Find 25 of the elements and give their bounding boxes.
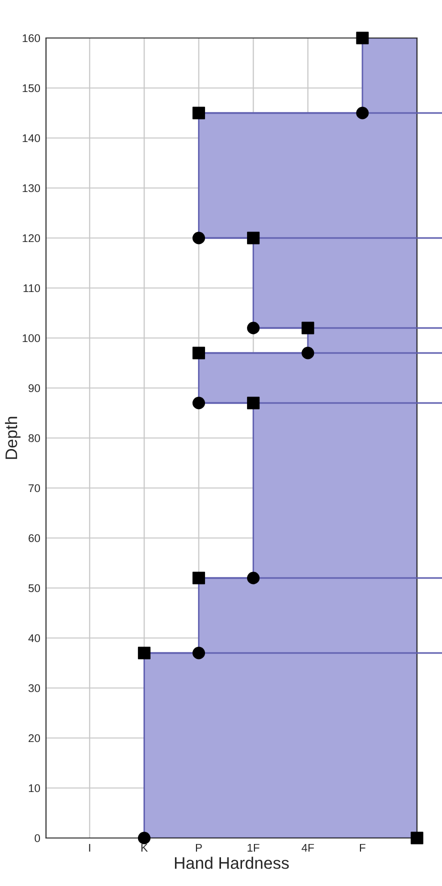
y-tick-label: 120 [22,234,40,242]
y-tick-label: 150 [22,84,40,92]
y-tick-label: 100 [22,334,40,342]
x-tick-label: K [141,844,148,852]
y-tick-label: 130 [22,184,40,192]
y-tick-label: 160 [22,34,40,42]
x-tick-label: 4F [302,844,314,852]
x-tick-label: I [89,844,90,852]
x-tick-label: P [196,844,202,852]
y-tick-label: 70 [28,484,40,492]
y-tick-label: 40 [28,634,40,642]
y-tick-label: 80 [28,434,40,442]
y-tick-label: 0 [34,834,40,842]
y-tick-label: 50 [28,584,40,592]
y-tick-label: 10 [28,784,40,792]
y-tick-label: 90 [28,384,40,392]
x-tick-label: F [360,844,366,852]
y-axis-title: Depth [4,416,21,459]
x-axis-title: Hand Hardness [174,856,289,869]
y-tick-label: 30 [28,684,40,692]
x-tick-label: 1F [248,844,260,852]
y-tick-label: 110 [24,284,40,292]
y-tick-label: 140 [22,134,40,142]
y-tick-label: 60 [28,534,40,542]
y-tick-label: 20 [28,734,40,742]
